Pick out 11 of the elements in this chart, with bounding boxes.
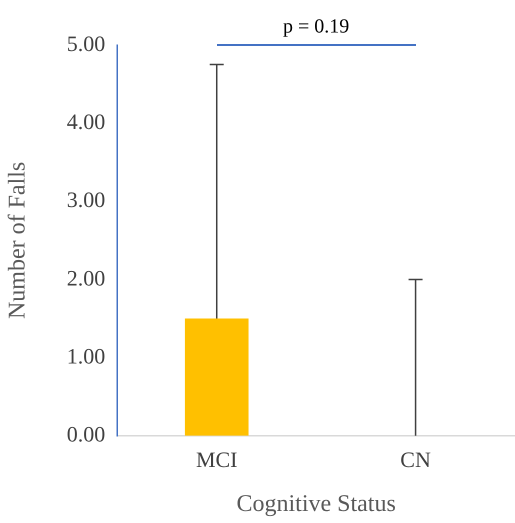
- y-tick-label: 2.00: [66, 265, 106, 290]
- x-tick-label: CN: [400, 446, 431, 472]
- y-tick-label: 3.00: [66, 187, 106, 212]
- x-tick-label: MCI: [196, 446, 238, 472]
- y-axis-title: Number of Falls: [4, 162, 31, 320]
- y-tick-label: 1.00: [66, 343, 106, 368]
- y-tick-label: 0.00: [66, 422, 106, 447]
- x-axis-title: Cognitive Status: [236, 490, 396, 517]
- y-tick-label: 4.00: [66, 108, 106, 134]
- y-tick-label: 5.00: [66, 30, 106, 56]
- text: p = 0.19: [283, 15, 350, 38]
